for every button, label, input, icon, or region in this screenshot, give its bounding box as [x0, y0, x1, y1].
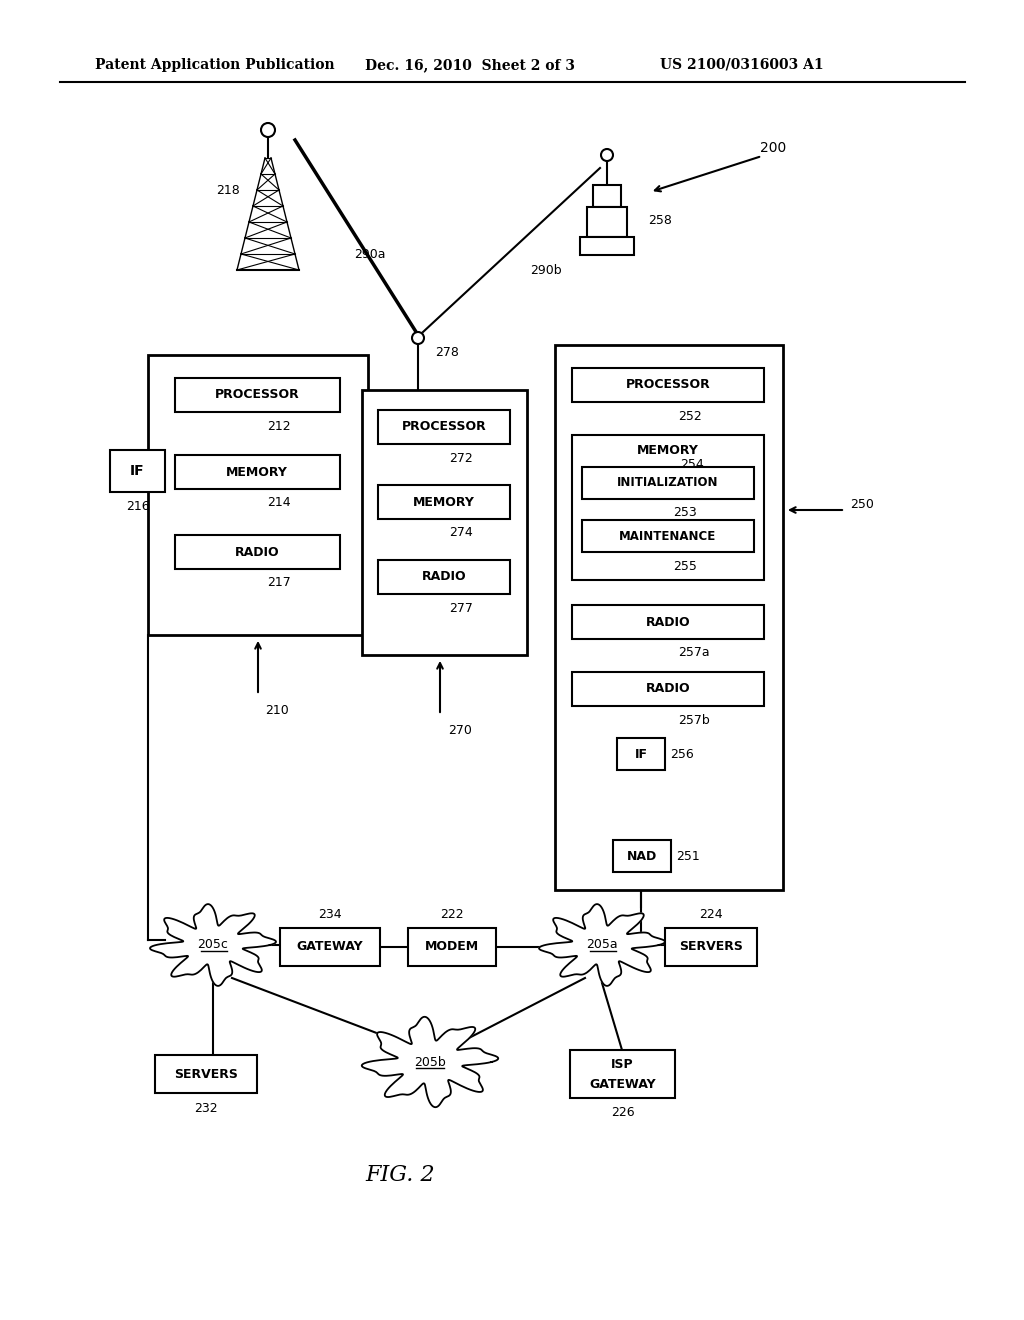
Text: RADIO: RADIO	[646, 615, 690, 628]
Bar	[175, 378, 340, 412]
Text: 212: 212	[267, 420, 291, 433]
Bar	[408, 928, 496, 966]
Bar	[572, 605, 764, 639]
Text: 218: 218	[216, 183, 240, 197]
Text: 258: 258	[648, 214, 672, 227]
Text: 255: 255	[673, 560, 697, 573]
Text: MEMORY: MEMORY	[413, 495, 475, 508]
Bar	[572, 436, 764, 579]
Circle shape	[412, 333, 424, 345]
Polygon shape	[150, 904, 275, 986]
Bar	[582, 467, 754, 499]
Text: 270: 270	[449, 723, 472, 737]
Text: 278: 278	[435, 346, 459, 359]
Text: NAD: NAD	[627, 850, 657, 862]
Text: 222: 222	[440, 908, 464, 920]
Text: 214: 214	[267, 496, 291, 510]
Text: 200: 200	[760, 141, 786, 154]
Polygon shape	[539, 904, 665, 986]
Bar	[555, 345, 783, 890]
Bar	[362, 389, 527, 655]
Text: IF: IF	[635, 747, 647, 760]
Text: 205c: 205c	[198, 939, 228, 952]
Bar	[572, 672, 764, 706]
Text: PROCESSOR: PROCESSOR	[215, 388, 299, 401]
Text: RADIO: RADIO	[234, 545, 280, 558]
Text: Patent Application Publication: Patent Application Publication	[95, 58, 335, 73]
Text: 256: 256	[670, 747, 693, 760]
Text: INITIALIZATION: INITIALIZATION	[617, 477, 719, 490]
Bar	[175, 455, 340, 488]
Bar	[155, 1055, 257, 1093]
Text: 290a: 290a	[354, 248, 386, 261]
Text: GATEWAY: GATEWAY	[589, 1077, 655, 1090]
Text: 257a: 257a	[678, 647, 710, 660]
Bar	[593, 185, 621, 207]
Text: 250: 250	[850, 499, 873, 511]
Text: 224: 224	[699, 908, 723, 920]
Text: 251: 251	[676, 850, 699, 862]
Text: 205a: 205a	[586, 939, 617, 952]
Bar	[580, 238, 634, 255]
Bar	[175, 535, 340, 569]
Text: GATEWAY: GATEWAY	[297, 940, 364, 953]
Circle shape	[601, 149, 613, 161]
Text: 234: 234	[318, 908, 342, 920]
Text: IF: IF	[130, 465, 144, 478]
Text: 210: 210	[265, 704, 289, 717]
Text: RADIO: RADIO	[422, 570, 466, 583]
Text: ISP: ISP	[611, 1057, 634, 1071]
Bar	[613, 840, 671, 873]
Text: 272: 272	[449, 451, 473, 465]
Text: RADIO: RADIO	[646, 682, 690, 696]
Text: SERVERS: SERVERS	[174, 1068, 238, 1081]
Bar	[572, 368, 764, 403]
Text: 205b: 205b	[414, 1056, 445, 1068]
Circle shape	[261, 123, 275, 137]
Text: 254: 254	[680, 458, 703, 471]
Text: 216: 216	[126, 500, 150, 513]
Text: 253: 253	[673, 507, 696, 520]
Bar	[617, 738, 665, 770]
Text: MODEM: MODEM	[425, 940, 479, 953]
Text: 252: 252	[678, 409, 701, 422]
Text: 232: 232	[195, 1101, 218, 1114]
Polygon shape	[361, 1016, 499, 1107]
Text: MEMORY: MEMORY	[226, 466, 288, 479]
Text: 217: 217	[267, 577, 291, 590]
Text: PROCESSOR: PROCESSOR	[626, 379, 711, 392]
Bar	[570, 1049, 675, 1098]
Text: MEMORY: MEMORY	[637, 445, 699, 458]
Text: 274: 274	[449, 527, 473, 540]
Bar	[280, 928, 380, 966]
Text: US 2100/0316003 A1: US 2100/0316003 A1	[660, 58, 823, 73]
Text: FIG. 2: FIG. 2	[366, 1164, 435, 1185]
Bar	[582, 520, 754, 552]
Bar	[148, 355, 368, 635]
Bar	[665, 928, 757, 966]
Text: PROCESSOR: PROCESSOR	[401, 421, 486, 433]
Bar	[110, 450, 165, 492]
Text: MAINTENANCE: MAINTENANCE	[620, 529, 717, 543]
Bar	[587, 207, 627, 238]
Text: Dec. 16, 2010  Sheet 2 of 3: Dec. 16, 2010 Sheet 2 of 3	[365, 58, 575, 73]
Text: 277: 277	[449, 602, 473, 615]
Bar	[378, 560, 510, 594]
Bar	[378, 484, 510, 519]
Text: 290b: 290b	[530, 264, 561, 276]
Text: SERVERS: SERVERS	[679, 940, 743, 953]
Bar	[378, 411, 510, 444]
Text: 226: 226	[610, 1106, 634, 1119]
Text: 257b: 257b	[678, 714, 710, 726]
